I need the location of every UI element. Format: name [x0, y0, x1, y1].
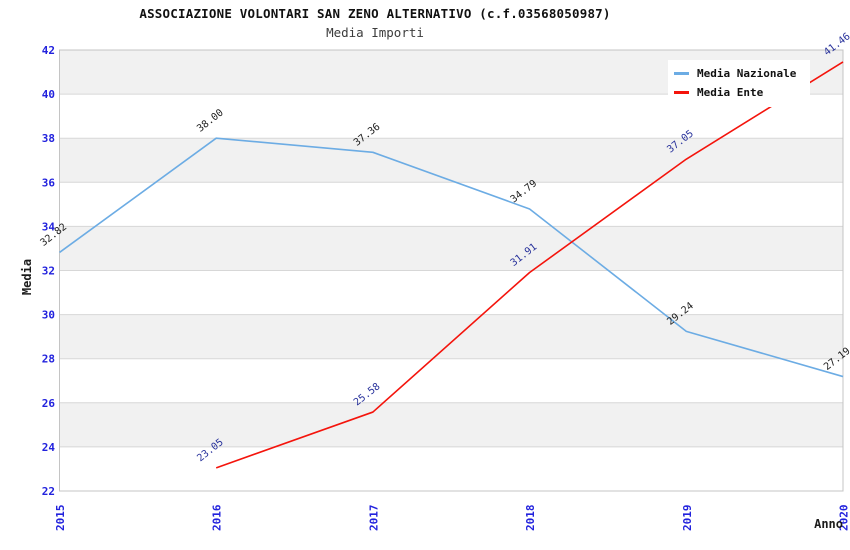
x-tick-label: 2019 — [681, 505, 694, 532]
plot-border — [59, 49, 844, 492]
y-tick-label: 22 — [42, 485, 55, 498]
x-tick-label: 2017 — [367, 505, 380, 532]
y-tick-label: 38 — [42, 132, 55, 145]
chart-subtitle: Media Importi — [326, 25, 424, 40]
plot-band — [59, 402, 843, 447]
plot-band — [59, 182, 843, 227]
series-line-media-ente — [215, 61, 844, 469]
plot-band — [59, 314, 843, 359]
legend: Media Nazionale Media Ente — [668, 60, 810, 107]
legend-item-media-nazionale: Media Nazionale — [674, 64, 810, 83]
x-tick-label: 2015 — [54, 505, 67, 532]
legend-label: Media Nazionale — [697, 67, 797, 80]
y-tick-label: 26 — [42, 397, 56, 410]
y-tick-label: 28 — [42, 353, 55, 366]
x-tick-label: 2020 — [838, 505, 850, 532]
y-tick-label: 34 — [42, 220, 56, 233]
y-axis-title: Media — [20, 259, 34, 295]
legend-swatch-blue — [674, 72, 689, 75]
x-axis-title: Anno — [814, 517, 843, 531]
y-tick-label: 24 — [42, 441, 56, 454]
legend-swatch-red — [674, 91, 689, 94]
y-tick-label: 36 — [42, 176, 56, 189]
series-line-media-nazionale — [59, 137, 844, 378]
x-tick-label: 2016 — [211, 504, 224, 531]
plot-band — [59, 138, 843, 183]
y-tick-label: 32 — [42, 265, 55, 278]
plot-band — [59, 358, 843, 403]
plot-band — [59, 446, 843, 491]
y-tick-label: 30 — [42, 309, 55, 322]
y-tick-label: 40 — [42, 88, 55, 101]
plot-band — [59, 270, 843, 315]
x-tick-label: 2018 — [524, 505, 537, 532]
y-tick-label: 42 — [42, 44, 55, 57]
legend-label: Media Ente — [697, 86, 764, 99]
legend-item-media-ente: Media Ente — [674, 83, 810, 102]
chart-title: ASSOCIAZIONE VOLONTARI SAN ZENO ALTERNAT… — [139, 6, 611, 21]
plot-band — [59, 226, 843, 271]
